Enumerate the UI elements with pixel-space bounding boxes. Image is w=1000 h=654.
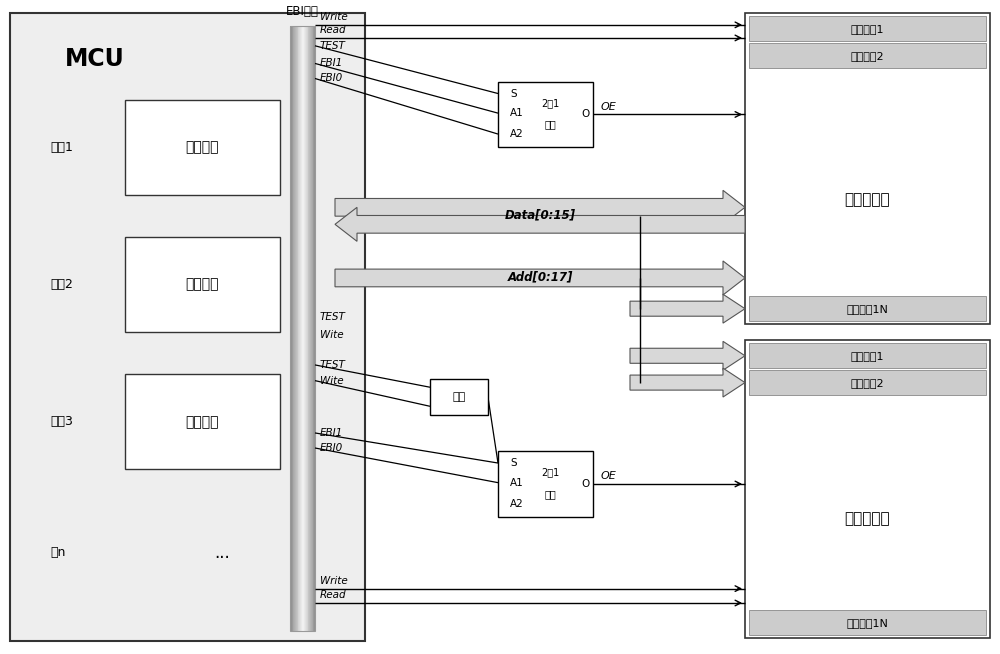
Text: Add[0:17]: Add[0:17] [507,271,573,284]
Text: 开关: 开关 [544,489,556,499]
Text: 备份存储器: 备份存储器 [845,511,890,526]
Text: EBI1: EBI1 [320,58,343,69]
Text: 线祈3: 线祈3 [50,415,73,428]
Text: 2选1: 2选1 [541,467,559,477]
Bar [125,237,280,332]
Text: O: O [581,479,590,489]
Polygon shape [630,368,745,397]
Text: OE: OE [601,471,617,481]
Text: 线祈2: 线祈2 [50,278,73,291]
Text: 线n: 线n [50,546,65,559]
Polygon shape [335,261,745,295]
Text: O: O [581,109,590,120]
Bar [749,16,986,41]
Polygon shape [630,341,745,370]
Bar [498,82,593,147]
Bar [125,374,280,470]
Bar [749,343,986,368]
Text: 数据拷贝: 数据拷贝 [186,277,219,292]
Text: EBI总线: EBI总线 [286,5,319,18]
Text: 开关: 开关 [544,119,556,129]
Bar [125,99,280,195]
Text: 备份区块1N: 备份区块1N [847,617,888,628]
Text: 诊断区块1N: 诊断区块1N [847,303,888,314]
Text: Wite: Wite [320,375,344,386]
Text: Data[0:15]: Data[0:15] [505,208,576,221]
Text: 2选1: 2选1 [541,97,559,108]
Bar [749,296,986,321]
Bar [745,13,990,324]
Text: Read: Read [320,25,347,35]
Bar [749,610,986,635]
Text: EBI0: EBI0 [320,73,343,84]
Text: Write: Write [320,576,348,586]
Polygon shape [335,207,745,241]
Text: 线祈1: 线祈1 [50,141,73,154]
Text: MCU: MCU [65,47,125,71]
Text: Wite: Wite [320,330,344,340]
Bar [430,379,488,415]
Bar [10,13,365,641]
Text: A1: A1 [510,477,524,488]
Text: ...: ... [215,543,230,562]
Text: 备份区块2: 备份区块2 [851,377,884,388]
Text: 用户程序: 用户程序 [186,140,219,154]
Text: TEST: TEST [320,360,346,370]
Text: A1: A1 [510,108,524,118]
Bar [290,26,315,631]
Text: 诊断程序: 诊断程序 [186,415,219,429]
Text: S: S [510,88,517,99]
Text: 数据存储器: 数据存储器 [845,192,890,207]
Bar [498,451,593,517]
Text: 诊断区块2: 诊断区块2 [851,50,884,61]
Text: A2: A2 [510,129,524,139]
Text: TEST: TEST [320,312,346,322]
Polygon shape [630,294,745,323]
Bar [745,340,990,638]
Text: Write: Write [320,12,348,22]
Polygon shape [335,190,745,224]
Text: 备份区块1: 备份区块1 [851,351,884,361]
Text: S: S [510,458,517,468]
Text: Read: Read [320,590,347,600]
Text: TEST: TEST [320,41,346,51]
Text: A2: A2 [510,498,524,509]
Text: OE: OE [601,101,617,112]
Text: 诊断区块1: 诊断区块1 [851,24,884,34]
Text: EBI1: EBI1 [320,428,343,438]
Bar [749,370,986,395]
Text: EBI0: EBI0 [320,443,343,453]
Bar [749,43,986,68]
Text: 与非: 与非 [452,392,466,402]
